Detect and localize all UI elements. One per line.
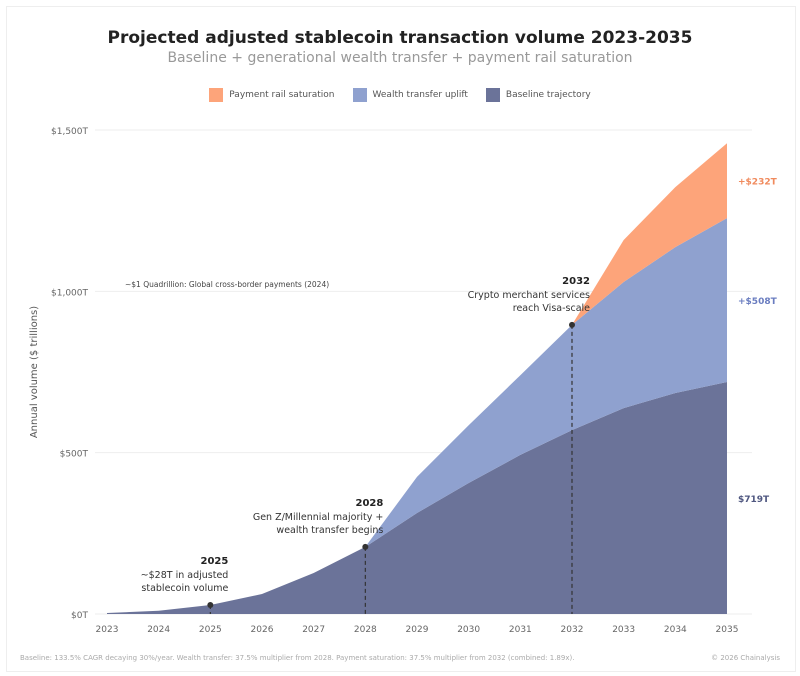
y-axis-label: Annual volume ($ trillions) — [29, 306, 40, 438]
chart-title: Projected adjusted stablecoin transactio… — [107, 28, 693, 48]
x-tick-label: 2035 — [716, 625, 739, 635]
annotation-title: 2032 — [562, 276, 590, 287]
chart-subtitle: Baseline + generational wealth transfer … — [167, 50, 633, 66]
x-tick-label: 2025 — [199, 625, 222, 635]
legend-label: Baseline trajectory — [505, 90, 591, 100]
x-tick-label: 2026 — [251, 625, 274, 635]
x-tick-label: 2029 — [406, 625, 429, 635]
annotation-title: 2025 — [200, 556, 228, 567]
annotation-point — [569, 321, 575, 328]
footer-credit: © 2026 Chainalysis — [711, 654, 780, 662]
y-tick-label: $1,500T — [51, 127, 88, 137]
annotation-point — [207, 601, 214, 608]
legend-item-baseline: Baseline trajectory — [485, 88, 591, 102]
end-label: +$232T — [738, 178, 778, 188]
legend-swatch — [352, 88, 367, 102]
x-tick-label: 2032 — [561, 625, 584, 635]
end-label: +$508T — [738, 297, 778, 307]
x-tick-label: 2030 — [457, 625, 480, 635]
footer-note: Baseline: 133.5% CAGR decaying 30%/year.… — [20, 654, 575, 662]
legend-item-wealth: Wealth transfer uplift — [352, 88, 468, 102]
y-tick-label: $500T — [60, 450, 89, 460]
annotation-text: stablecoin volume — [141, 583, 228, 594]
x-tick-label: 2034 — [664, 625, 687, 635]
legend-item-payment: Payment rail saturation — [209, 88, 335, 102]
legend-label: Payment rail saturation — [229, 90, 335, 100]
annotation-text: reach Visa-scale — [513, 303, 590, 314]
legend-swatch — [485, 88, 500, 102]
annotation-text: Crypto merchant services — [468, 290, 590, 301]
x-tick-label: 2023 — [96, 625, 119, 635]
legend: Payment rail saturation Wealth transfer … — [0, 88, 800, 102]
annotation-title: 2028 — [355, 498, 383, 509]
y-tick-label: $0T — [71, 611, 88, 621]
x-tick-label: 2033 — [612, 625, 635, 635]
x-tick-label: 2027 — [302, 625, 325, 635]
x-tick-label: 2028 — [354, 625, 377, 635]
end-label: $719T — [738, 495, 770, 505]
x-tick-label: 2024 — [147, 625, 170, 635]
annotation-text: ~$28T in adjusted — [141, 570, 229, 581]
annotation-text: Gen Z/Millennial majority + — [253, 512, 383, 523]
area-wealth-transfer-uplift — [107, 218, 727, 614]
legend-swatch — [209, 88, 224, 102]
annotation-text: wealth transfer begins — [276, 525, 383, 536]
chart-frame — [6, 6, 796, 672]
reference-label: ~$1 Quadrillion: Global cross-border pay… — [125, 280, 329, 289]
annotation-point — [362, 543, 369, 550]
y-tick-label: $1,000T — [51, 288, 88, 298]
x-tick-label: 2031 — [509, 625, 532, 635]
legend-label: Wealth transfer uplift — [372, 90, 468, 100]
